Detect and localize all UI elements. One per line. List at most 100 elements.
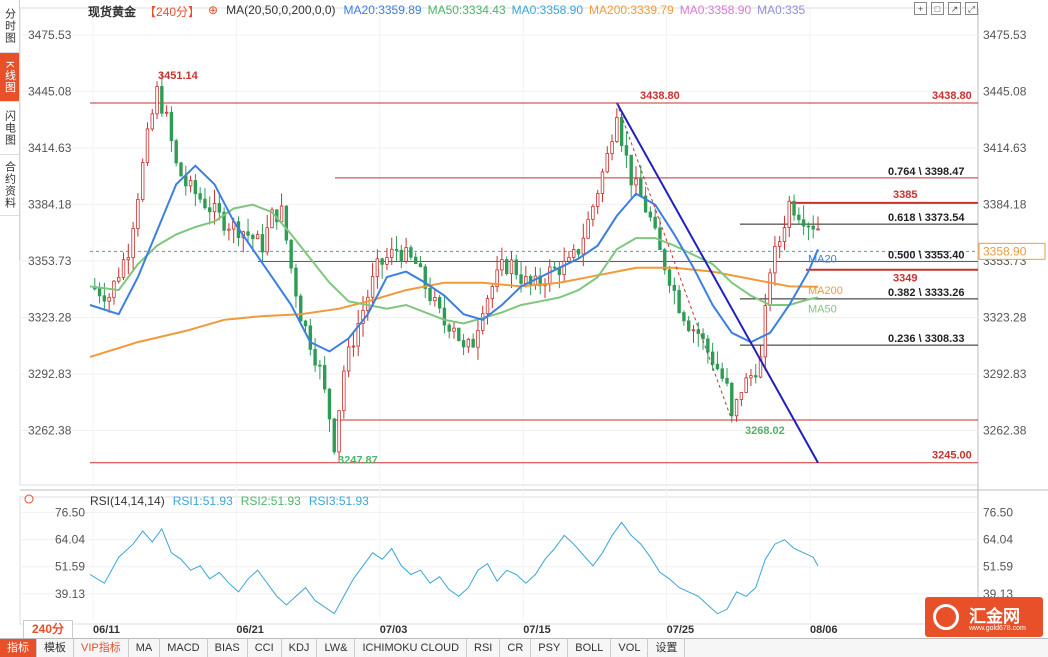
price-tick-right: 3414.63 [983,141,1027,155]
ma-label[interactable]: MA(20,50,0,200,0,0) [226,3,336,17]
tab-contract-info[interactable]: 合约资料 [0,155,19,216]
ma-value-2: MA0:3358.90 [511,3,584,17]
tab-flash[interactable]: 闪电图 [0,102,19,155]
tab-bias[interactable]: BIAS [208,639,248,657]
tab-kdj[interactable]: KDJ [282,639,318,657]
candle-body [212,203,217,213]
tab--[interactable]: 模板 [37,639,74,657]
tab-vip-[interactable]: VIP指标 [74,639,129,657]
rsi-settings-icon [24,494,34,504]
ma-value-4: MA0:3358.90 [679,3,752,17]
price-tick-left: 3475.53 [28,28,72,42]
candle-body [428,288,432,302]
candle-body [150,113,154,130]
candle-body [710,351,715,365]
candle-body [404,247,408,262]
tab--[interactable]: 设置 [648,639,686,657]
price-tick-left: 3262.38 [28,423,72,437]
candle-body [117,277,121,282]
candles [93,72,820,461]
candle-body [457,327,461,341]
chart-canvas[interactable]: 3475.53 3475.53 3445.08 3445.08 3414.63 3414.… [0,0,1048,638]
candle-body [452,327,456,332]
date-tick: 06/21 [236,624,264,636]
candle-body [375,258,380,277]
tab-kline[interactable]: K线图 [0,53,19,102]
date-tick: 07/25 [667,624,695,636]
candle-body [806,225,811,228]
candle-body [500,259,504,271]
candle-body [308,325,313,350]
candle-body [648,211,653,218]
ma20-line [89,164,819,353]
candle-body [265,227,269,253]
tab-psy[interactable]: PSY [531,639,569,657]
candle-body [514,259,518,276]
candle-body [509,259,514,275]
candle-body [471,338,475,348]
candle-body [332,418,336,453]
tab--[interactable]: 指标 [0,639,37,657]
tab-cr[interactable]: CR [500,639,532,657]
candle-body [725,377,729,384]
candle-body [519,274,523,284]
split-icon[interactable]: □ [931,2,944,15]
candle-body [754,375,758,378]
side-tab-bar: 分时图 K线图 闪电图 合约资料 [0,0,20,260]
price-annotation: 3245.00 [932,450,972,462]
candle-body [686,320,691,332]
candle-body [155,86,159,115]
candle-body [677,290,681,313]
candle-body [169,111,174,142]
candle-body [184,175,188,187]
price-tick-left: 3384.18 [28,197,72,211]
tab-rsi[interactable]: RSI [467,639,501,657]
price-tick-left: 3353.73 [28,254,72,268]
rsi-line [89,521,819,615]
tab-boll[interactable]: BOLL [568,639,612,657]
ma-value-5: MA0:335 [757,3,806,17]
rsi-tick-left: 76.50 [55,506,85,520]
rsi-tick-right: 76.50 [983,506,1013,520]
candle-body [634,178,638,186]
candle-body [629,154,633,186]
candle-body [279,205,284,223]
candle-body [246,231,250,236]
candle-body [782,227,787,242]
date-tick: 07/03 [380,624,408,636]
settings-icon[interactable]: ⊕ [208,3,219,17]
candle-body [591,205,595,220]
candle-body [562,260,566,275]
tab-vol[interactable]: VOL [611,639,649,657]
rsi2-value: RSI2:51.93 [240,494,301,508]
price-annotation: 3268.02 [745,425,785,437]
expand-icon[interactable]: ↗ [948,2,961,15]
candle-body [322,365,327,390]
tab-ichimoku-cloud[interactable]: ICHIMOKU CLOUD [355,639,468,657]
candle-body [734,399,739,417]
tab-lw-[interactable]: LW& [317,639,356,657]
price-annotation: 3438.80 [932,90,972,102]
candle-body [203,198,207,209]
candle-body [193,180,198,195]
price-annotation: 3385 [893,189,917,201]
rsi-tick-right: 51.59 [983,560,1013,574]
candle-body [720,368,724,379]
add-chart-icon[interactable]: + [914,2,927,15]
tab-ma[interactable]: MA [129,639,161,657]
tab-cci[interactable]: CCI [248,639,282,657]
candle-body [476,330,480,348]
period-selector[interactable]: 240分 [23,620,73,639]
price-tick-right: 3384.18 [983,197,1027,211]
fullscreen-icon[interactable]: ⤢ [965,2,978,15]
candle-body [188,180,193,187]
candle-body [744,377,748,393]
candle-body [337,410,341,453]
rsi1-value: RSI1:51.93 [172,494,233,508]
tab-macd[interactable]: MACD [160,639,208,657]
window-controls: + □ ↗ ⤢ [914,2,978,15]
tab-timeshare[interactable]: 分时图 [0,0,19,53]
candle-body [198,193,202,200]
candle-body [461,340,466,348]
rsi-label[interactable]: RSI(14,14,14) [90,494,165,508]
